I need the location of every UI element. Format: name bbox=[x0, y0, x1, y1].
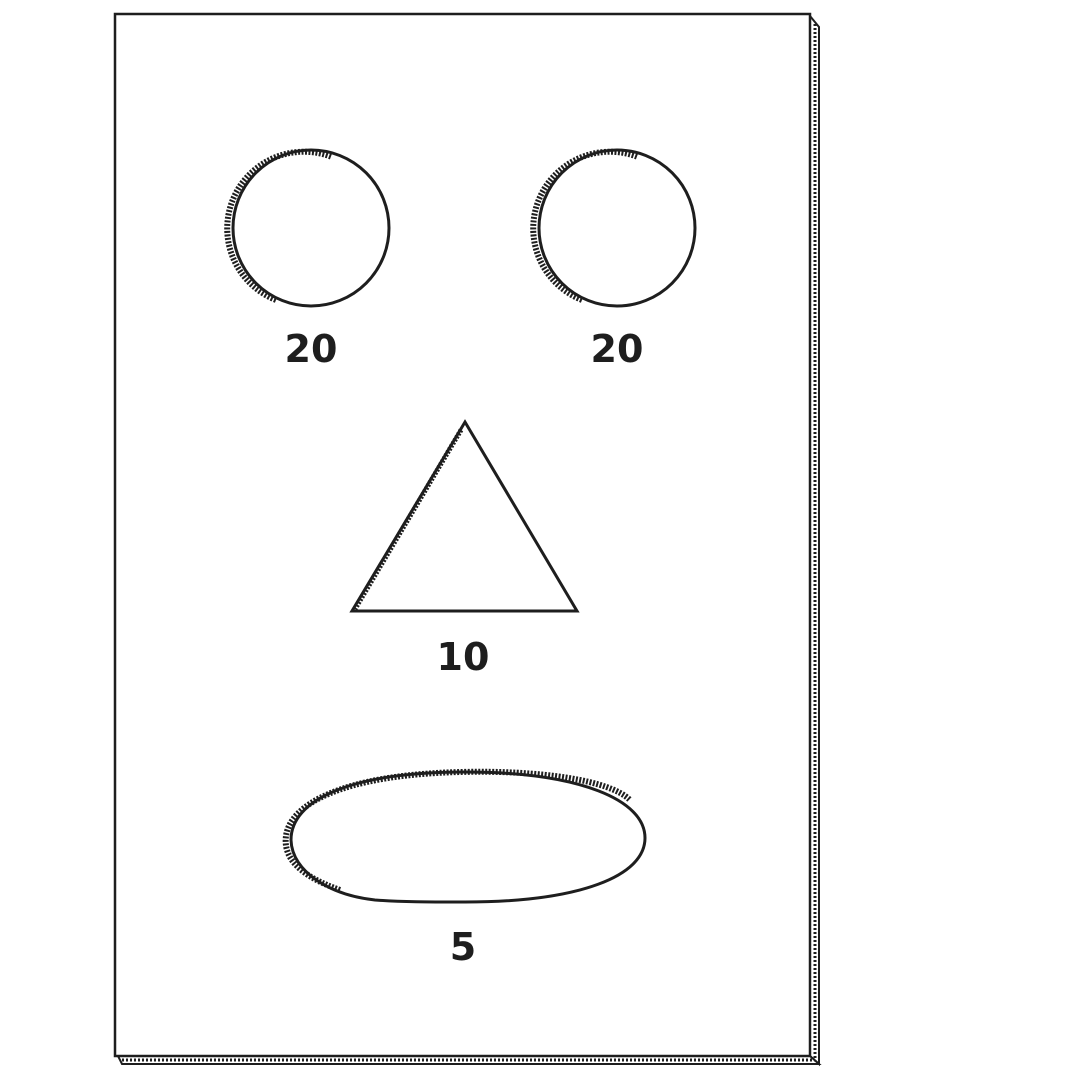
oval-hole bbox=[282, 768, 647, 904]
points-label-top-left: 20 bbox=[285, 327, 338, 371]
points-label-triangle: 10 bbox=[437, 635, 490, 679]
points-label-top-right: 20 bbox=[591, 327, 644, 371]
circle-hole-top-right bbox=[530, 148, 697, 308]
triangle-hole bbox=[349, 419, 580, 613]
circle-hole-top-left bbox=[224, 148, 391, 308]
points-label-oval: 5 bbox=[450, 925, 476, 969]
